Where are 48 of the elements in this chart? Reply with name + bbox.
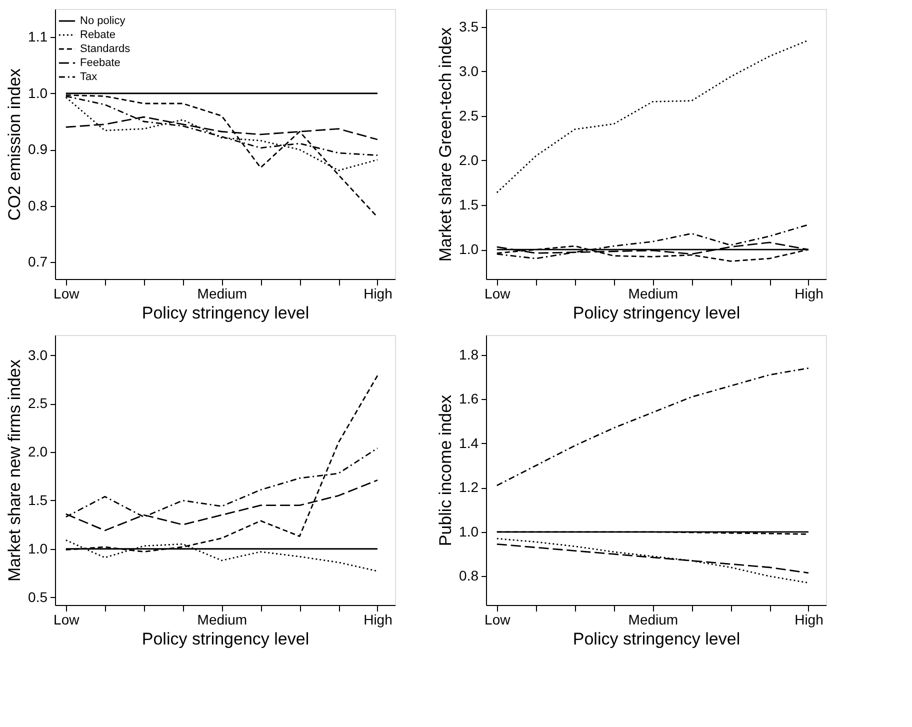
legend-label: Tax (80, 71, 98, 83)
x-tick-label: Low (484, 286, 512, 302)
y-tick-label: 3.0 (28, 346, 48, 363)
y-tick-label: 2.5 (28, 395, 48, 412)
y-tick-label: 1.1 (28, 28, 48, 45)
x-axis-title: Policy stringency level (572, 304, 740, 322)
y-tick-label: 1.8 (459, 346, 479, 362)
y-axis-title: CO2 emission index (5, 68, 24, 221)
y-tick-label: 1.5 (459, 196, 479, 213)
x-tick-label: Medium (197, 286, 248, 302)
y-tick-label: 0.8 (459, 568, 479, 584)
x-tick-label: Medium (628, 286, 678, 302)
y-tick-label: 3.0 (459, 62, 479, 79)
x-tick-label: Low (54, 612, 80, 628)
y-axis-title: Market share Green-tech index (436, 26, 456, 262)
y-tick-label: 0.7 (28, 254, 48, 270)
y-axis-title: Public income index (436, 394, 456, 546)
y-tick-label: 2.0 (459, 152, 479, 168)
x-axis-title: Policy stringency level (572, 630, 740, 648)
x-tick-label: Low (54, 286, 80, 302)
x-tick-label: High (364, 286, 392, 302)
y-tick-label: 0.9 (28, 141, 48, 158)
y-tick-label: 0.8 (28, 197, 48, 214)
legend-label: No policy (80, 15, 126, 27)
y-tick-label: 3.5 (459, 18, 479, 34)
y-tick-label: 1.4 (459, 434, 479, 451)
x-tick-label: Medium (628, 612, 678, 628)
y-tick-label: 1.2 (459, 479, 479, 496)
y-tick-label: 1.0 (459, 241, 479, 258)
legend-label: Standards (80, 43, 131, 55)
y-axis-title: Market share new firms index (5, 358, 24, 582)
y-tick-label: 1.0 (28, 540, 48, 556)
x-tick-label: High (364, 612, 392, 628)
legend-label: Feebate (80, 57, 120, 69)
y-tick-label: 2.5 (459, 107, 479, 124)
x-tick-label: High (794, 286, 824, 302)
y-tick-label: 1.6 (459, 390, 479, 407)
y-tick-label: 0.5 (28, 588, 48, 605)
legend-label: Rebate (80, 29, 116, 41)
x-axis-title: Policy stringency level (142, 304, 310, 322)
y-tick-label: 1.5 (28, 492, 48, 508)
x-tick-label: Low (484, 612, 512, 628)
x-tick-label: Medium (197, 612, 248, 628)
x-tick-label: High (794, 612, 824, 628)
x-axis-title: Policy stringency level (142, 630, 310, 648)
y-tick-label: 1.0 (459, 523, 479, 540)
y-tick-label: 1.0 (28, 84, 48, 101)
y-tick-label: 2.0 (28, 444, 48, 460)
